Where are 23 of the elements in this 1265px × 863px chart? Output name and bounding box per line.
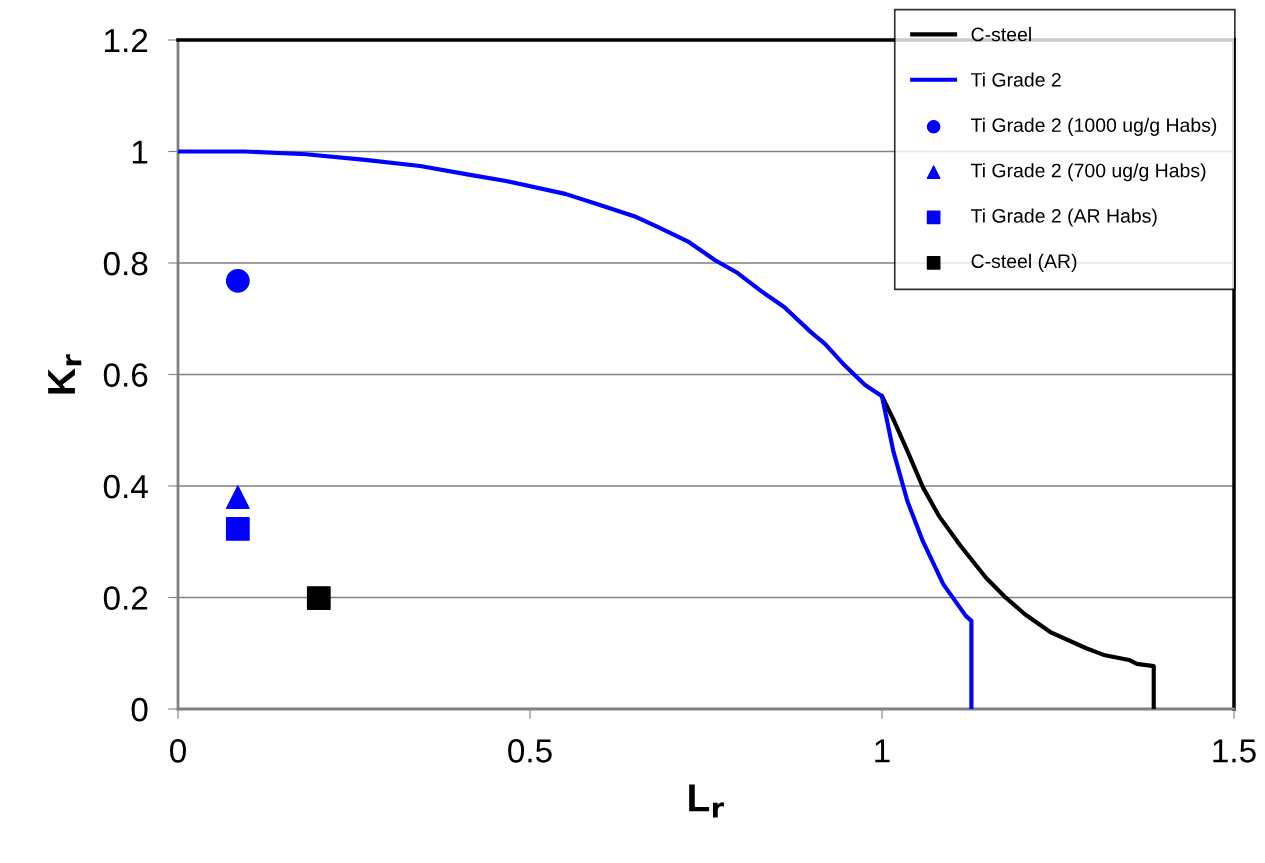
legend-label: Ti Grade 2 — [971, 72, 1061, 87]
x-tick-label: 0.5 — [508, 739, 552, 763]
y-tick-label: 0 — [131, 697, 148, 722]
x-tick-label: 1 — [875, 739, 890, 763]
legend-label: C-steel (AR) — [971, 253, 1077, 272]
y-tick-label: 1.2 — [105, 28, 148, 53]
point — [306, 586, 331, 610]
y-tick-label: 0.6 — [103, 363, 148, 387]
y-tick-label: 0.2 — [103, 586, 148, 610]
x-tick-label: 0 — [170, 739, 186, 763]
y-tick-label: 0.4 — [103, 474, 148, 499]
point — [225, 485, 250, 510]
point — [225, 517, 250, 541]
point — [225, 268, 250, 293]
y-tick-label: 1 — [132, 140, 148, 164]
y-tick-label: 0.8 — [103, 251, 148, 276]
x-axis-title: L$_{r}$ — [689, 784, 725, 818]
x-tick-label: 1.5 — [1213, 739, 1256, 763]
legend-label: Ti Grade 2 (700 ug/g Habs) — [971, 163, 1206, 182]
y-axis-title: K$_{r}$ — [48, 354, 82, 394]
legend-label: Ti Grade 2 (1000 ug/g Habs) — [971, 117, 1217, 136]
legend-label: Ti Grade 2 (AR Habs) — [971, 208, 1157, 227]
legend-label: C-steel — [971, 27, 1031, 42]
